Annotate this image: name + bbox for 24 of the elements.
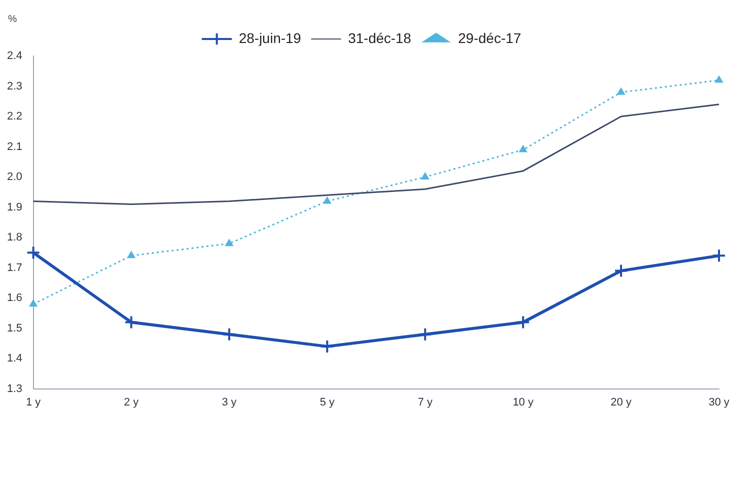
x-tick-label: 20 y (610, 396, 632, 408)
y-tick-label: 2.3 (6, 80, 22, 92)
y-axis-title: % (8, 14, 17, 25)
y-tick-label: 1.3 (6, 382, 22, 395)
x-tick-label: 3 y (222, 396, 238, 408)
y-tick-label: 1.9 (6, 201, 22, 214)
x-tick-label: 5 y (320, 396, 335, 408)
legend-label: 31-déc-18 (348, 30, 412, 46)
x-tick-label: 7 y (418, 396, 433, 408)
legend-label: 28-juin-19 (238, 30, 302, 46)
y-tick-label: 1.8 (6, 232, 22, 244)
y-tick-label: 1.5 (6, 322, 22, 334)
x-tick-label: 30 y (708, 396, 730, 408)
x-tick-label: 10 y (512, 396, 534, 408)
y-tick-label: 2.2 (6, 110, 22, 123)
y-tick-label: 2.1 (6, 140, 22, 153)
y-tick-label: 1.7 (6, 262, 22, 274)
x-tick-label: 2 y (124, 396, 140, 408)
y-tick-label: 2.0 (6, 171, 22, 184)
y-tick-label: 2.4 (6, 50, 22, 62)
y-tick-label: 1.6 (6, 292, 22, 304)
x-tick-label: 1 y (26, 396, 42, 408)
y-tick-label: 1.4 (6, 352, 22, 365)
legend-label: 29-déc-17 (458, 30, 522, 46)
